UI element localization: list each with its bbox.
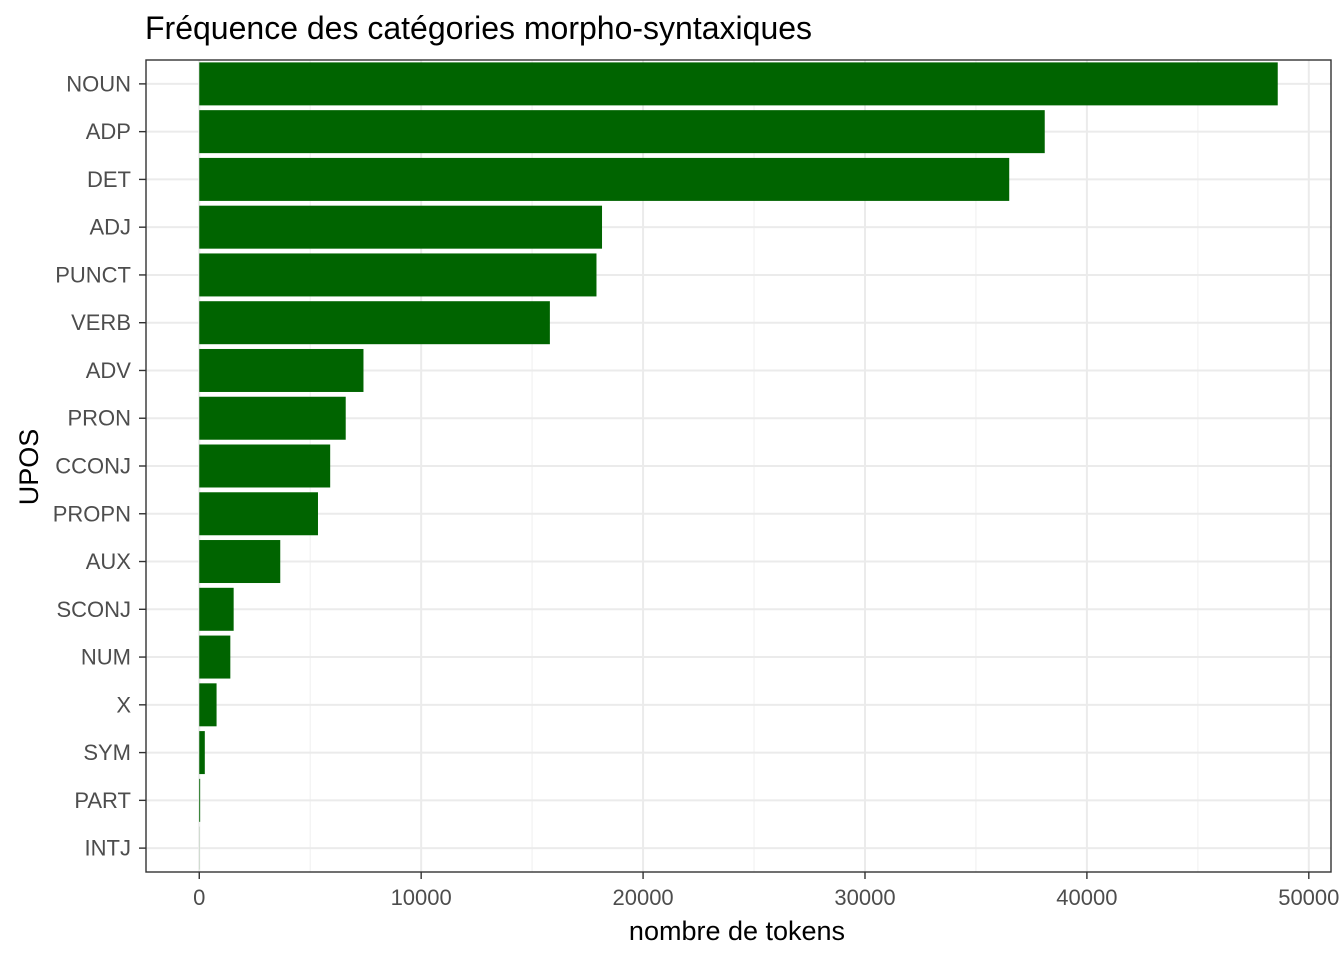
y-tick-label: ADV <box>86 358 132 383</box>
y-tick-label: DET <box>87 167 131 192</box>
x-tick-label: 30000 <box>834 885 895 910</box>
y-tick-label: ADJ <box>89 215 131 240</box>
y-tick-label: INTJ <box>85 836 131 861</box>
y-tick-label: PART <box>74 788 131 813</box>
x-axis-title: nombre de tokens <box>629 916 845 946</box>
bar-sconj <box>199 587 234 631</box>
y-tick-label: VERB <box>71 310 131 335</box>
y-tick-label: NUM <box>81 645 131 670</box>
y-tick-label: NOUN <box>66 71 131 96</box>
x-axis: 0 10000 20000 30000 40000 50000 <box>193 872 1339 910</box>
bar-adp <box>199 110 1045 154</box>
bar-sym <box>199 731 205 775</box>
y-tick-label: X <box>116 692 131 717</box>
bar-num <box>199 635 231 679</box>
bar-propn <box>199 492 318 536</box>
x-tick-label: 10000 <box>391 885 452 910</box>
bar-adj <box>199 205 603 249</box>
bar-noun <box>199 62 1278 106</box>
x-tick-label: 40000 <box>1056 885 1117 910</box>
bar-cconj <box>199 444 331 488</box>
bar-part <box>199 778 201 822</box>
y-tick-label: PUNCT <box>55 262 131 287</box>
bars <box>199 62 1278 870</box>
chart-title: Fréquence des catégories morpho-syntaxiq… <box>145 10 813 46</box>
y-tick-label: AUX <box>86 549 132 574</box>
x-tick-label: 50000 <box>1278 885 1339 910</box>
bar-pron <box>199 396 346 440</box>
y-axis: NOUN ADP DET ADJ PUNCT VERB ADV PRON CCONJ PROPN A… <box>53 71 146 861</box>
bar-aux <box>199 540 281 584</box>
bar-verb <box>199 301 550 345</box>
x-tick-label: 20000 <box>612 885 673 910</box>
y-tick-label: ADP <box>86 119 131 144</box>
bar-x <box>199 683 217 727</box>
y-tick-label: PROPN <box>53 501 131 526</box>
bar-det <box>199 157 1010 201</box>
y-axis-title: UPOS <box>14 429 44 506</box>
y-tick-label: PRON <box>67 406 131 431</box>
bar-adv <box>199 348 364 392</box>
bar-punct <box>199 253 597 297</box>
y-tick-label: SYM <box>83 740 131 765</box>
y-tick-label: SCONJ <box>56 597 131 622</box>
x-tick-label: 0 <box>193 885 205 910</box>
y-tick-label: CCONJ <box>55 454 131 479</box>
